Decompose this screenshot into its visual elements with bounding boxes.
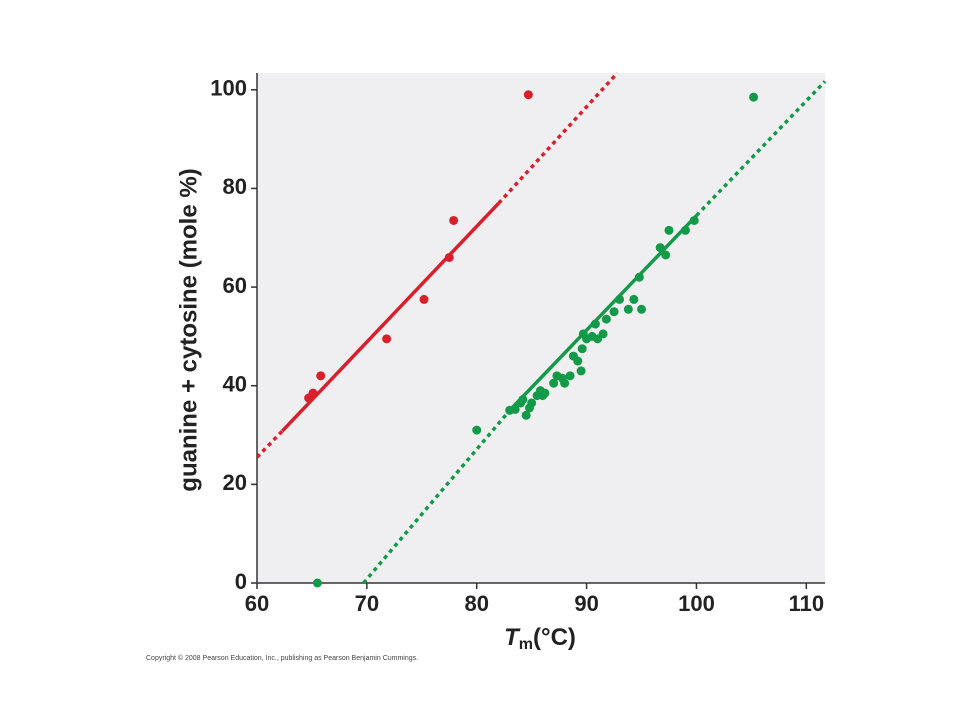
- data-point: [549, 378, 559, 388]
- data-point: [615, 294, 625, 304]
- x-tick-label: 80: [464, 591, 488, 616]
- fit-line: [508, 214, 698, 412]
- fit-line: [280, 202, 500, 433]
- data-point: [576, 366, 586, 376]
- data-point: [449, 215, 459, 225]
- y-tick-label: 20: [223, 470, 247, 495]
- data-point: [637, 304, 647, 314]
- y-axis-label: guanine + cytosine (mole %): [175, 168, 202, 491]
- x-label-main: T: [504, 624, 521, 651]
- data-point: [316, 371, 326, 381]
- data-point: [609, 307, 619, 317]
- data-point: [521, 410, 531, 420]
- data-point: [655, 243, 665, 253]
- data-point: [661, 250, 671, 260]
- x-tick-label: 90: [574, 591, 598, 616]
- plot-area: [257, 73, 825, 583]
- data-point: [629, 294, 639, 304]
- fit-line: [255, 429, 284, 459]
- data-point: [523, 90, 533, 100]
- y-tick-label: 100: [210, 76, 247, 101]
- data-point: [601, 314, 611, 324]
- data-point: [382, 334, 392, 344]
- data-point: [518, 395, 528, 405]
- data-point: [664, 225, 674, 235]
- y-tick-label: 80: [223, 174, 247, 199]
- data-point: [510, 404, 520, 414]
- fit-line: [695, 80, 827, 217]
- x-tick-label: 100: [678, 591, 715, 616]
- data-point: [419, 294, 429, 304]
- x-label-sub: m: [519, 636, 533, 653]
- footnote: Copyright © 2008 Pearson Education, Inc.…: [146, 654, 418, 662]
- data-point: [590, 319, 600, 329]
- data-point: [749, 92, 759, 102]
- data-point: [444, 252, 454, 262]
- y-tick-label: 0: [235, 569, 247, 594]
- data-point: [308, 388, 318, 398]
- x-tick-label: 70: [355, 591, 379, 616]
- data-point: [634, 272, 644, 282]
- data-point: [540, 388, 550, 398]
- data-point: [573, 356, 583, 366]
- data-point: [527, 398, 537, 408]
- fit-line: [497, 71, 619, 205]
- x-label-rest: (°C): [533, 624, 576, 651]
- x-tick-label: 110: [789, 591, 825, 616]
- x-tick-label: 60: [245, 591, 269, 616]
- data-point: [598, 329, 608, 339]
- y-tick-label: 40: [223, 372, 247, 397]
- data-point: [577, 344, 587, 354]
- data-point: [560, 378, 570, 388]
- y-tick-label: 60: [223, 273, 247, 298]
- data-point: [680, 225, 690, 235]
- data-point: [689, 215, 699, 225]
- fit-line: [362, 409, 512, 585]
- data-point: [312, 578, 322, 588]
- data-point: [565, 371, 575, 381]
- x-axis-label: Tm(°C): [504, 624, 576, 653]
- data-point: [623, 304, 633, 314]
- data-point: [472, 425, 482, 435]
